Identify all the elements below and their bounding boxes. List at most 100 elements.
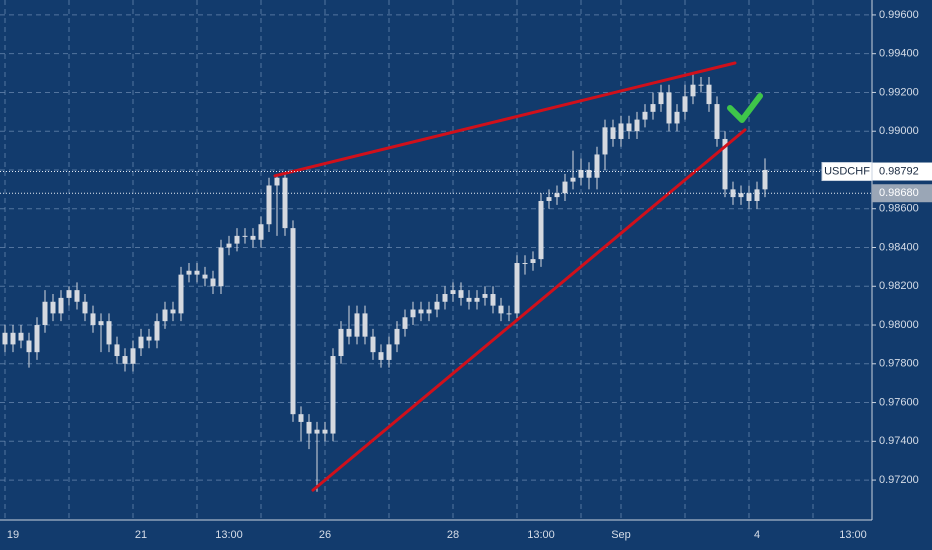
- candle-body: [370, 336, 376, 353]
- candle-body: [306, 421, 312, 434]
- candle-body: [410, 309, 416, 318]
- candle-body: [602, 127, 608, 155]
- x-tick-label: 13:00: [839, 529, 867, 541]
- candle-body: [690, 84, 696, 97]
- candle-body: [546, 197, 552, 201]
- candle-body: [362, 313, 368, 337]
- trendline: [311, 128, 747, 492]
- candle-body: [122, 356, 128, 364]
- x-tick-label: 13:00: [527, 529, 555, 541]
- candle-body: [618, 123, 624, 139]
- candle-body: [570, 177, 576, 182]
- candle-body: [754, 189, 760, 201]
- candle-body: [378, 352, 384, 360]
- candle-body: [66, 290, 72, 298]
- candle-body: [426, 309, 432, 314]
- candle-body: [74, 290, 80, 302]
- candle-body: [674, 111, 680, 124]
- candle-body: [722, 138, 728, 190]
- symbol-box: [821, 162, 873, 182]
- candle-body: [298, 414, 304, 422]
- candle-body: [634, 119, 640, 132]
- candle-body: [594, 154, 600, 178]
- candle-body: [682, 96, 688, 112]
- candle-body: [130, 348, 136, 364]
- candle-body: [386, 344, 392, 360]
- grid: [0, 0, 872, 520]
- candle-body: [642, 111, 648, 120]
- y-tick-label: 0.98200: [879, 280, 919, 292]
- y-tick-label: 0.97400: [879, 435, 919, 447]
- candle-body: [706, 84, 712, 105]
- candle-body: [274, 177, 280, 186]
- candle-body: [714, 104, 720, 139]
- trendline: [273, 61, 737, 178]
- candle-body: [202, 274, 208, 279]
- candle-body: [162, 309, 168, 322]
- candle-body: [474, 297, 480, 302]
- price-label-box: [872, 162, 932, 181]
- check-mark: [727, 93, 763, 123]
- candle-body: [530, 259, 536, 264]
- candle-body: [42, 301, 48, 326]
- candle-body: [282, 177, 288, 229]
- overlays: [0, 61, 872, 492]
- y-tick-label: 0.99600: [879, 9, 919, 21]
- candle-body: [146, 336, 152, 341]
- candle-body: [450, 290, 456, 295]
- y-tick-label: 0.98000: [879, 319, 919, 331]
- candle-body: [658, 92, 664, 105]
- price-label: 0.98792: [879, 165, 919, 177]
- x-tick-label: 28: [447, 529, 459, 541]
- candle-body: [538, 200, 544, 260]
- x-tick-label: 19: [7, 529, 19, 541]
- candle-body: [194, 270, 200, 275]
- candle-body: [586, 169, 592, 178]
- candle-body: [514, 263, 520, 314]
- candle-body: [106, 321, 112, 345]
- y-tick-label: 0.99000: [879, 125, 919, 137]
- candle-body: [330, 356, 336, 434]
- candle-body: [554, 193, 560, 198]
- candle-body: [434, 301, 440, 310]
- candle-body: [82, 301, 88, 314]
- x-tick-label: 13:00: [215, 529, 243, 541]
- candle-body: [522, 263, 528, 265]
- candle-body: [218, 247, 224, 287]
- price-label: 0.98680: [879, 187, 919, 199]
- candle-body: [698, 84, 704, 86]
- candle-body: [266, 185, 272, 225]
- candle-body: [290, 228, 296, 415]
- candle-body: [322, 429, 328, 434]
- candle-body: [762, 169, 768, 190]
- x-tick-label: 26: [319, 529, 331, 541]
- candle-body: [666, 92, 672, 124]
- candle-body: [626, 123, 632, 132]
- candle-body: [26, 340, 32, 353]
- x-tick-label: Sep: [611, 529, 631, 541]
- x-tick-label: 21: [135, 529, 147, 541]
- candle-body: [490, 294, 496, 306]
- candle-body: [58, 297, 64, 314]
- candle-body: [562, 181, 568, 194]
- y-tick-label: 0.97200: [879, 474, 919, 486]
- candle-body: [154, 321, 160, 341]
- candle-body: [458, 290, 464, 298]
- candle-body: [442, 294, 448, 302]
- candle-body: [10, 332, 16, 345]
- candle-body: [394, 328, 400, 345]
- candle-body: [402, 317, 408, 329]
- candle-body: [34, 325, 40, 353]
- y-tick-label: 0.99200: [879, 86, 919, 98]
- candle-body: [578, 169, 584, 178]
- candle-body: [346, 328, 352, 337]
- candle-body: [746, 193, 752, 201]
- price-label-box: [872, 184, 932, 203]
- x-tick-label: 4: [754, 529, 760, 541]
- candle-body: [738, 193, 744, 198]
- candle-body: [178, 274, 184, 314]
- candle-body: [226, 243, 232, 248]
- candle-body: [242, 235, 248, 237]
- symbol-label: USDCHF: [824, 165, 870, 177]
